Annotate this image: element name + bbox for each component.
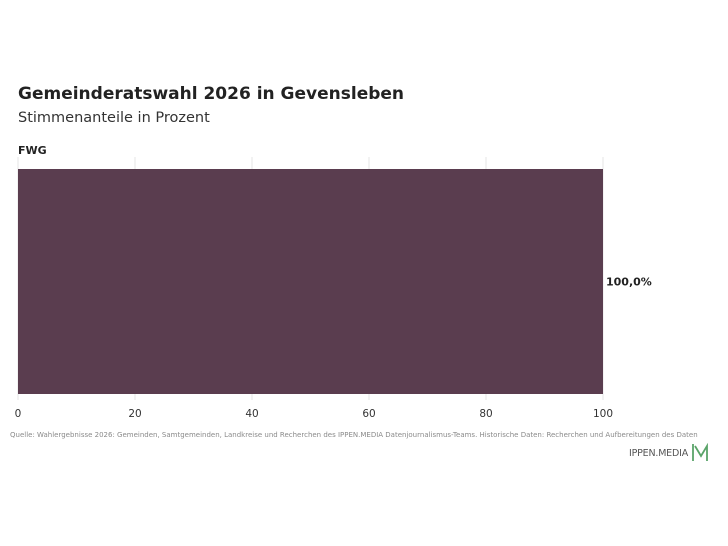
ippen-media-m-logo-icon bbox=[692, 443, 708, 461]
x-tick-label: 0 bbox=[15, 408, 22, 420]
source-note: Quelle: Wahlergebnisse 2026: Gemeinden, … bbox=[10, 431, 698, 439]
category-label: FWG bbox=[18, 144, 47, 157]
brand-name: IPPEN.MEDIA bbox=[629, 447, 689, 459]
x-tick-label: 40 bbox=[245, 408, 258, 420]
chart-subtitle: Stimmenanteile in Prozent bbox=[18, 110, 210, 126]
x-tick-label: 20 bbox=[128, 408, 141, 420]
bar bbox=[18, 169, 603, 394]
brand-logo: IPPEN.MEDIA bbox=[629, 443, 711, 463]
x-tick-label: 80 bbox=[479, 408, 492, 420]
bar-chart: 0 20 40 60 80 100 FWG 100,0% bbox=[15, 144, 652, 420]
data-label: 100,0% bbox=[606, 276, 652, 289]
x-tick-label: 60 bbox=[362, 408, 375, 420]
chart-title: Gemeinderatswahl 2026 in Gevensleben bbox=[18, 84, 405, 104]
x-tick-label: 100 bbox=[593, 408, 613, 420]
